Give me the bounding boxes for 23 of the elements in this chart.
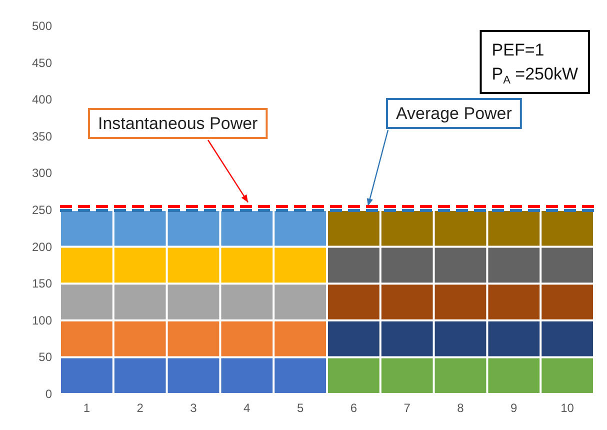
y-tick-label: 250 <box>32 203 52 217</box>
x-tick-label: 9 <box>510 401 518 415</box>
x-tick-label: 3 <box>190 401 198 415</box>
ref-line-label: Average Power <box>396 104 512 123</box>
x-tick-label: 7 <box>404 401 411 415</box>
x-tick-label: 6 <box>350 401 358 415</box>
x-tick-label: 2 <box>136 401 144 415</box>
x-tick-label: 10 <box>560 401 574 415</box>
y-tick-label: 200 <box>32 240 52 254</box>
y-tick-label: 400 <box>32 92 52 107</box>
y-tick-label: 450 <box>32 56 52 70</box>
y-tick-label: 50 <box>38 350 52 364</box>
x-tick-label: 4 <box>244 401 251 415</box>
y-tick-label: 300 <box>32 166 52 180</box>
x-tick-label: 8 <box>457 401 464 415</box>
y-tick-label: 500 <box>32 19 52 33</box>
y-tick-label: 150 <box>32 276 52 291</box>
x-tick-label: 5 <box>296 401 304 415</box>
y-tick-label: 100 <box>32 313 52 328</box>
y-tick-label: 350 <box>32 129 52 144</box>
ref-line-label: Instantaneous Power <box>98 114 258 133</box>
x-tick-label: 1 <box>83 401 90 415</box>
y-tick-label: 0 <box>45 387 52 401</box>
